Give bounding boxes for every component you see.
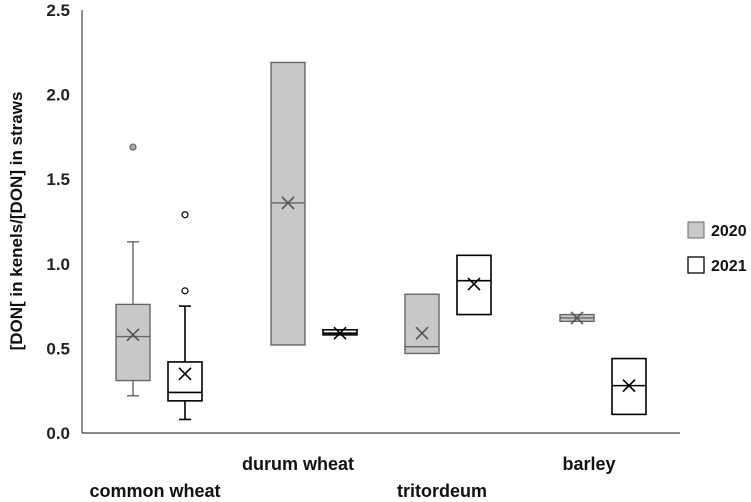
outlier-point bbox=[181, 287, 189, 295]
category-label: barley bbox=[562, 454, 615, 474]
box-2020-3 bbox=[559, 311, 595, 325]
mean-marker bbox=[415, 326, 429, 340]
mean-marker bbox=[622, 379, 636, 393]
box-iqr bbox=[167, 361, 203, 402]
mean-marker bbox=[126, 328, 140, 342]
outlier-point bbox=[181, 211, 189, 219]
box-2020-2 bbox=[404, 293, 440, 355]
box-iqr bbox=[115, 303, 151, 382]
box-iqr bbox=[270, 61, 306, 346]
outlier-point bbox=[129, 143, 137, 151]
y-tick-label: 1.0 bbox=[46, 255, 70, 274]
category-labels: common wheat durum wheat tritordeum barley bbox=[89, 454, 615, 501]
box-2021-0 bbox=[167, 211, 203, 421]
box-2020-1 bbox=[270, 61, 306, 346]
legend-label-2020: 2020 bbox=[711, 223, 747, 240]
mean-marker bbox=[467, 277, 481, 291]
legend: 2020 2021 bbox=[687, 221, 747, 275]
y-tick-label: 0.0 bbox=[46, 424, 70, 443]
legend-swatch-2020 bbox=[687, 221, 705, 239]
category-label: tritordeum bbox=[397, 481, 487, 501]
mean-marker bbox=[333, 326, 347, 340]
y-tick-label: 2.0 bbox=[46, 86, 70, 105]
y-tick-label: 0.5 bbox=[46, 339, 70, 358]
category-label: common wheat bbox=[89, 481, 220, 501]
box-2020-0 bbox=[115, 143, 151, 397]
legend-swatch-2021 bbox=[687, 256, 705, 274]
y-tick-label: 1.5 bbox=[46, 170, 70, 189]
boxes bbox=[115, 61, 647, 421]
y-tick-label: 2.5 bbox=[46, 1, 70, 20]
y-axis-title: [DON[ in kenels/[DON] in straws bbox=[7, 92, 26, 351]
mean-marker bbox=[281, 196, 295, 210]
mean-marker bbox=[570, 311, 584, 325]
box-2021-2 bbox=[456, 254, 492, 316]
y-tick-labels: 0.0 0.5 1.0 1.5 2.0 2.5 bbox=[46, 1, 70, 443]
mean-marker bbox=[178, 367, 192, 381]
legend-label-2021: 2021 bbox=[711, 258, 747, 275]
box-2021-1 bbox=[322, 326, 358, 340]
category-label: durum wheat bbox=[242, 454, 354, 474]
box-iqr bbox=[404, 293, 440, 355]
box-2021-3 bbox=[611, 357, 647, 416]
